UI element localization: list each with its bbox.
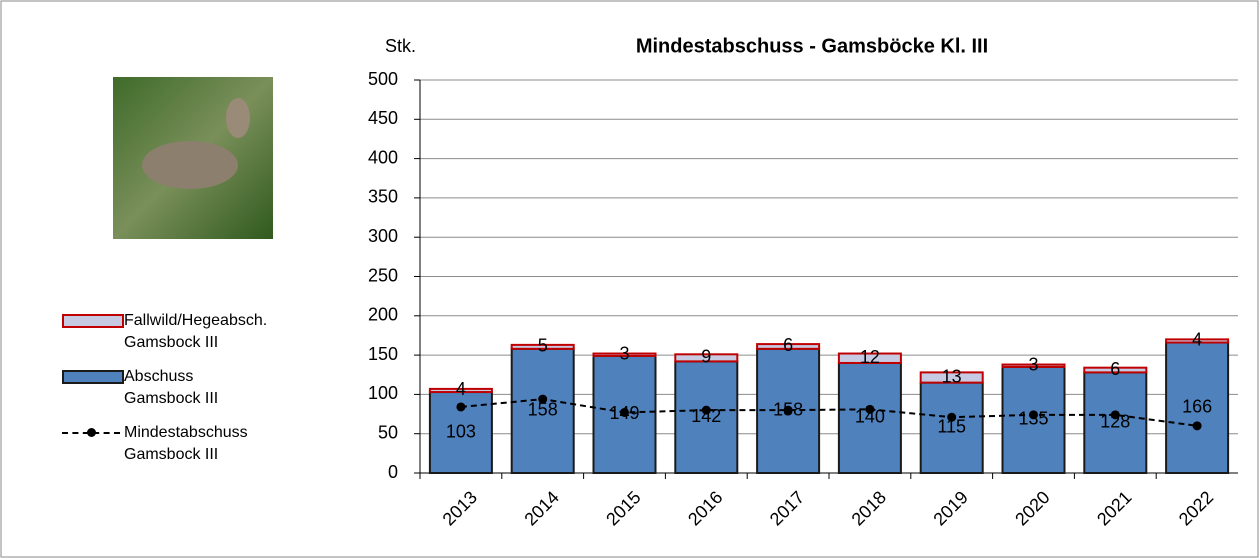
legend-swatch: [60, 422, 124, 444]
line-point: [865, 405, 874, 414]
y-tick-label: 400: [368, 147, 398, 167]
y-tick-label: 300: [368, 226, 398, 246]
data-label: 3: [619, 343, 629, 363]
y-tick-label: 150: [368, 344, 398, 364]
data-label: 6: [783, 335, 793, 355]
y-tick-label: 500: [368, 69, 398, 89]
data-label: 5: [538, 336, 548, 356]
y-tick-label: 50: [378, 422, 398, 442]
line-point: [702, 406, 711, 415]
data-label: 9: [701, 347, 711, 367]
legend-swatch: [60, 310, 124, 332]
chart: Stk. Mindestabschuss - Gamsböcke Kl. III…: [0, 0, 1259, 558]
y-tick-label: 450: [368, 108, 398, 128]
y-axis-label: Stk.: [385, 36, 416, 56]
photo-animal-head: [226, 98, 250, 138]
y-tick-label: 250: [368, 265, 398, 285]
data-label: 6: [1110, 359, 1120, 379]
y-tick-label: 200: [368, 305, 398, 325]
y-tick-label: 350: [368, 187, 398, 207]
legend-label: Mindestabschuss Gamsbock III: [124, 422, 264, 466]
line-point: [538, 395, 547, 404]
line-point: [947, 413, 956, 422]
data-label: 3: [1028, 354, 1038, 374]
line-point: [1193, 421, 1202, 430]
line-point: [1111, 410, 1120, 419]
line-point: [784, 406, 793, 415]
y-tick-label: 100: [368, 383, 398, 403]
legend-item: Abschuss Gamsbock III: [60, 366, 264, 410]
legend-label: Abschuss Gamsbock III: [124, 366, 264, 410]
line-point: [1029, 410, 1038, 419]
legend-label: Fallwild/Hegeabsch. Gamsbock III: [124, 310, 264, 354]
chart-title: Mindestabschuss - Gamsböcke Kl. III: [636, 35, 988, 57]
data-label: 12: [860, 347, 880, 367]
data-label: 103: [446, 421, 476, 441]
legend-swatch: [60, 366, 124, 388]
photo-animal: [142, 141, 238, 189]
data-label: 166: [1182, 397, 1212, 417]
legend-item: Fallwild/Hegeabsch. Gamsbock III: [60, 310, 264, 354]
line-point: [456, 402, 465, 411]
data-label: 4: [456, 379, 466, 399]
data-label: 13: [942, 366, 962, 386]
y-tick-label: 0: [388, 462, 398, 482]
data-label: 4: [1192, 330, 1202, 350]
legend-item: Mindestabschuss Gamsbock III: [60, 422, 264, 466]
page: Stk. Mindestabschuss - Gamsböcke Kl. III…: [0, 0, 1259, 558]
line-point: [620, 408, 629, 417]
